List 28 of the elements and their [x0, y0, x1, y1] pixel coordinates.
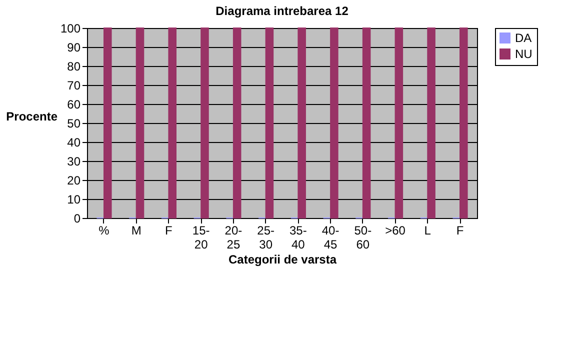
x-tick-label: F: [456, 224, 464, 238]
legend-label: NU: [515, 47, 532, 61]
chart-title: Diagrama intrebarea 12: [216, 4, 349, 18]
y-axis-title: Procente: [6, 110, 58, 124]
y-tick-label: 40: [67, 136, 81, 150]
y-tick-label: 90: [67, 40, 81, 54]
x-tick-label: M: [131, 224, 142, 238]
y-tick-label: 10: [67, 192, 81, 206]
y-tick-label: 20: [67, 174, 81, 188]
y-tick-label: 70: [67, 78, 81, 92]
x-tick-label: 25-30: [257, 224, 274, 252]
y-tick-label: 60: [67, 98, 81, 112]
x-tick-label: >60: [385, 224, 406, 238]
x-tick-label: 50-60: [354, 224, 372, 252]
legend-label: DA: [515, 31, 532, 45]
y-tick-label: 0: [74, 212, 81, 226]
y-tick-label: 80: [67, 60, 81, 74]
x-tick-label: 35-40: [290, 224, 307, 252]
x-tick-label: F: [165, 224, 172, 238]
x-tick-label: %: [98, 224, 110, 238]
x-tick-label: L: [424, 224, 432, 238]
x-tick-label: 15-20: [192, 224, 210, 252]
x-axis-title: Categorii de varsta: [228, 252, 337, 266]
x-tick-label: 20-25: [224, 224, 242, 252]
y-tick-label: 30: [67, 154, 81, 168]
y-tick-label: 50: [67, 116, 81, 130]
y-tick-label: 100: [60, 22, 81, 36]
x-tick-label: 40-45: [322, 224, 340, 252]
